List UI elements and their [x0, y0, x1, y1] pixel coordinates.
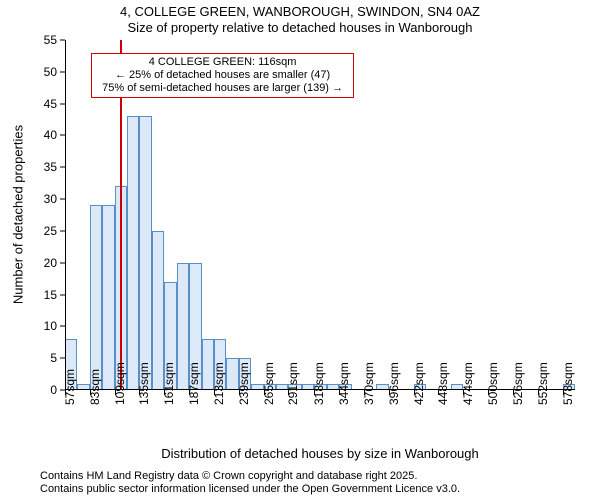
y-tick-label: 50 [0, 65, 57, 79]
y-tick-label: 40 [0, 128, 57, 142]
y-tick-label: 0 [0, 383, 57, 397]
y-tick-mark [60, 294, 65, 295]
y-tick-label: 35 [0, 160, 57, 174]
y-tick-mark [60, 135, 65, 136]
y-axis-label: Number of detached properties [11, 115, 26, 315]
histogram-plot: 4 COLLEGE GREEN: 116sqm← 25% of detached… [65, 40, 575, 390]
chart-titles: 4, COLLEGE GREEN, WANBOROUGH, SWINDON, S… [0, 4, 600, 36]
title-line-2: Size of property relative to detached ho… [0, 20, 600, 36]
y-tick-mark [60, 103, 65, 104]
footer-line-2: Contains public sector information licen… [40, 483, 460, 496]
y-tick-label: 15 [0, 288, 57, 302]
title-line-1: 4, COLLEGE GREEN, WANBOROUGH, SWINDON, S… [0, 4, 600, 20]
y-tick-mark [60, 199, 65, 200]
y-tick-mark [60, 167, 65, 168]
y-tick-label: 55 [0, 33, 57, 47]
y-tick-label: 5 [0, 351, 57, 365]
y-tick-mark [60, 40, 65, 41]
footer-attribution: Contains HM Land Registry data © Crown c… [40, 470, 460, 496]
y-tick-mark [60, 262, 65, 263]
y-tick-mark [60, 326, 65, 327]
footer-line-1: Contains HM Land Registry data © Crown c… [40, 470, 460, 483]
y-tick-label: 25 [0, 224, 57, 238]
y-tick-label: 45 [0, 97, 57, 111]
y-tick-mark [60, 71, 65, 72]
x-axis-label: Distribution of detached houses by size … [65, 446, 575, 461]
y-tick-label: 30 [0, 192, 57, 206]
y-tick-label: 10 [0, 319, 57, 333]
y-tick-mark [60, 358, 65, 359]
y-tick-mark [60, 230, 65, 231]
plot-border [65, 40, 575, 390]
y-tick-label: 20 [0, 256, 57, 270]
